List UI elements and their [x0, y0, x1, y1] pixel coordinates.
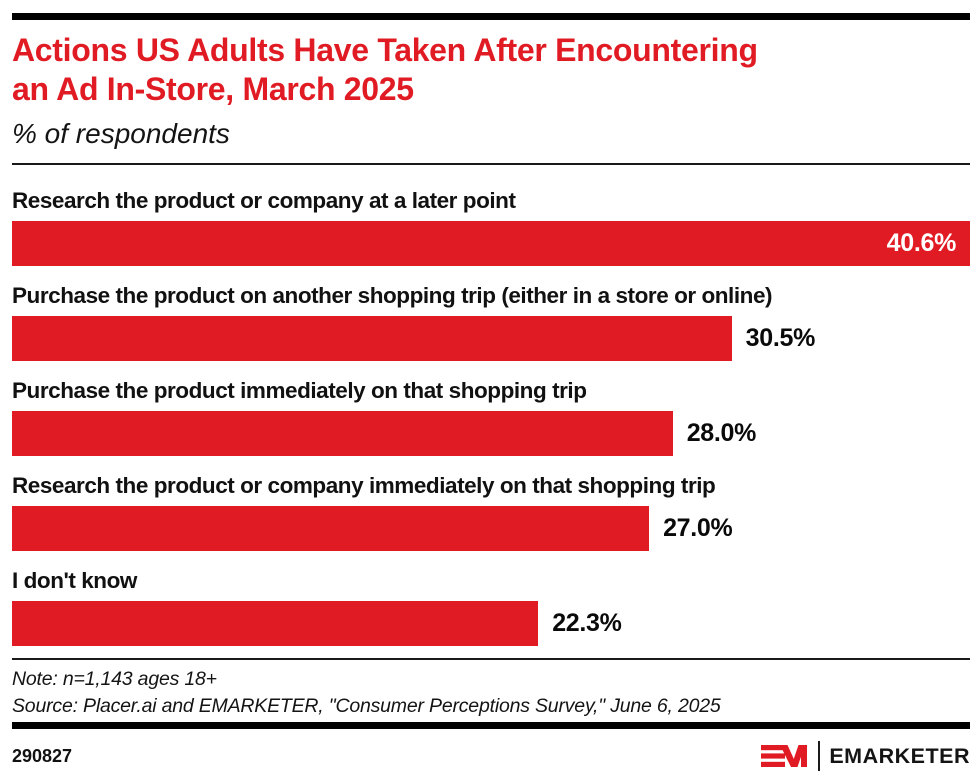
bar	[12, 506, 650, 551]
emarketer-logo-mark-icon	[760, 745, 807, 767]
bar	[12, 601, 539, 646]
header-divider	[12, 163, 970, 165]
chart-id: 290827	[12, 745, 73, 766]
bar	[12, 316, 732, 361]
chart-subtitle: % of respondents	[12, 118, 230, 149]
bar: 40.6%	[12, 221, 970, 266]
bar-value-label: 28.0%	[686, 419, 757, 447]
bar-track: 40.6%	[12, 221, 970, 266]
bar-track: 30.5%	[12, 316, 970, 361]
emarketer-logo: EMARKETER	[760, 741, 970, 771]
bar-category-label: Purchase the product immediately on that…	[12, 378, 587, 403]
logo-divider	[817, 741, 821, 771]
chart-note: Note: n=1,143 ages 18+	[12, 668, 217, 690]
bar-value-label: 22.3%	[552, 609, 622, 637]
bar-row: Research the product or company immediat…	[12, 472, 970, 551]
bar-row: Purchase the product immediately on that…	[12, 377, 970, 456]
bar-category-label: Research the product or company immediat…	[12, 473, 716, 498]
bar-category-label: Purchase the product on another shopping…	[12, 283, 773, 308]
bar-track: 22.3%	[12, 601, 970, 646]
bar-row: I don't know 22.3%	[12, 567, 970, 646]
bar-track: 27.0%	[12, 506, 970, 551]
bar-track: 28.0%	[12, 411, 970, 456]
bar-row: Research the product or company at a lat…	[12, 187, 970, 266]
bar-value-label: 27.0%	[663, 514, 733, 542]
bar-category-label: Research the product or company at a lat…	[12, 188, 516, 213]
bar-value-label: 40.6%	[886, 229, 957, 257]
footer-row: 290827 EMARKETER	[12, 741, 970, 771]
bar-chart: Research the product or company at a lat…	[12, 187, 970, 646]
emarketer-wordmark: EMARKETER	[829, 743, 970, 768]
top-accent-bar	[12, 13, 970, 20]
bottom-accent-bar	[12, 722, 970, 729]
footer-divider	[12, 658, 970, 660]
bar-value-label: 30.5%	[745, 324, 816, 352]
page-title-line2: an Ad In-Store, March 2025	[12, 71, 414, 107]
bar-row: Purchase the product on another shopping…	[12, 282, 970, 361]
bar-category-label: I don't know	[12, 568, 137, 593]
page-title: Actions US Adults Have Taken After Encou…	[12, 31, 944, 109]
bar	[12, 411, 673, 456]
page-title-line1: Actions US Adults Have Taken After Encou…	[12, 32, 758, 68]
chart-source: Source: Placer.ai and EMARKETER, "Consum…	[12, 695, 721, 717]
